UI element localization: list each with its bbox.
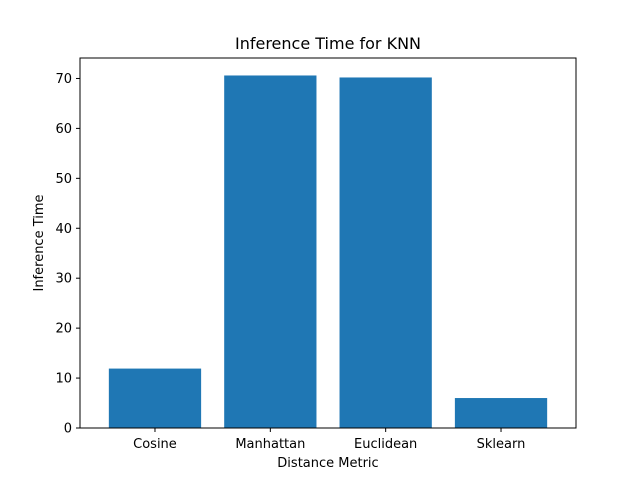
chart-title: Inference Time for KNN <box>235 34 421 53</box>
plot-frame <box>79 57 577 429</box>
x-tick-label: Cosine <box>133 437 177 452</box>
y-tick-label: 30 <box>55 272 72 287</box>
x-tick-label: Manhattan <box>235 437 305 452</box>
x-axis-label: Distance Metric <box>277 456 378 471</box>
y-tick-label: 70 <box>55 72 72 87</box>
plot-area <box>80 58 576 428</box>
y-axis-label: Inference Time <box>32 194 47 291</box>
y-tick-label: 0 <box>64 422 72 437</box>
bars-group <box>108 75 548 428</box>
y-tick-label: 40 <box>55 222 72 237</box>
bar-manhattan <box>224 75 317 428</box>
bar-euclidean <box>339 77 432 428</box>
bar-cosine <box>108 368 202 428</box>
x-tick-label: Sklearn <box>477 437 526 452</box>
y-tick-label: 60 <box>55 122 72 137</box>
y-tick-label: 10 <box>55 372 72 387</box>
y-tick-label: 50 <box>55 172 72 187</box>
y-tick-label: 20 <box>55 322 72 337</box>
bar-sklearn <box>454 398 548 428</box>
x-axis-ticks: Cosine Manhattan Euclidean Sklearn <box>133 428 525 452</box>
y-axis-ticks: 0 10 20 30 40 50 60 70 <box>55 72 80 437</box>
x-tick-label: Euclidean <box>354 437 417 452</box>
